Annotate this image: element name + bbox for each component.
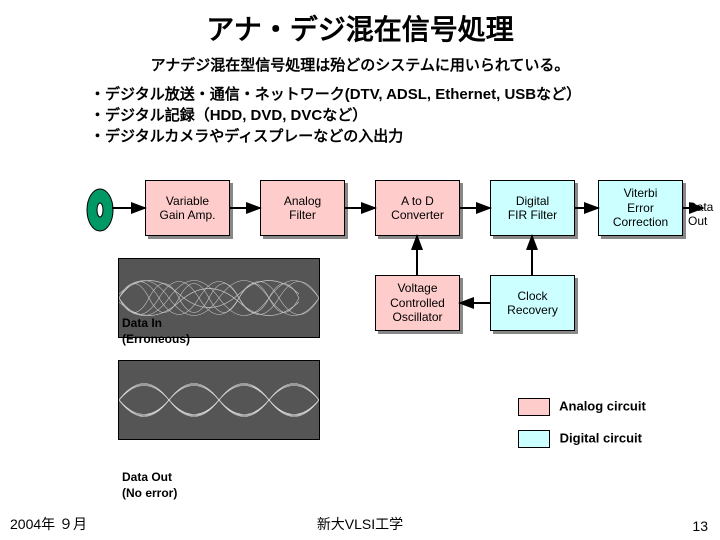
block-viterbi: Viterbi Error Correction	[598, 180, 683, 236]
eye-diagram-noerror	[118, 360, 320, 440]
bullet-item: ・デジタル放送・通信・ネットワーク(DTV, ADSL, Ethernet, U…	[90, 83, 720, 104]
legend-digital: Digital circuit	[518, 430, 642, 448]
data-out-label: Data Out	[688, 200, 713, 229]
block-label: Error	[627, 201, 654, 215]
block-label: Voltage	[397, 281, 437, 295]
eye-label-top: Data In (Erroneous)	[122, 316, 190, 347]
block-label: Correction	[613, 215, 668, 229]
text: Data In	[122, 316, 162, 330]
text: (No error)	[122, 486, 177, 500]
page-title: アナ・デジ混在信号処理	[0, 0, 720, 48]
block-adc: A to D Converter	[375, 180, 460, 236]
block-label: Viterbi	[624, 186, 658, 200]
arrows	[0, 0, 720, 540]
bullet-list: ・デジタル放送・通信・ネットワーク(DTV, ADSL, Ethernet, U…	[90, 83, 720, 146]
footer-title: 新大VLSI工学	[0, 514, 720, 534]
block-label: Controlled	[390, 296, 445, 310]
block-label: FIR Filter	[508, 208, 557, 222]
legend-swatch	[518, 430, 550, 448]
bullet-item: ・デジタル記録（HDD, DVD, DVCなど）	[90, 104, 720, 125]
block-label: Variable	[166, 194, 209, 208]
block-label: Converter	[391, 208, 444, 222]
eye-label-bottom: Data Out (No error)	[122, 470, 177, 501]
block-label: Recovery	[507, 303, 558, 317]
block-clock-recovery: Clock Recovery	[490, 275, 575, 331]
block-label: A to D	[401, 194, 434, 208]
legend-label: Digital circuit	[560, 430, 642, 445]
subtitle: アナデジ混在型信号処理は殆どのシステムに用いられている。	[0, 54, 720, 75]
block-label: Clock	[517, 289, 547, 303]
block-fir-filter: Digital FIR Filter	[490, 180, 575, 236]
antenna-icon	[86, 188, 122, 238]
text: (Erroneous)	[122, 332, 190, 346]
block-vco: Voltage Controlled Oscillator	[375, 275, 460, 331]
block-analog-filter: Analog Filter	[260, 180, 345, 236]
block-label: Filter	[289, 208, 316, 222]
block-label: Analog	[284, 194, 321, 208]
text: Data Out	[122, 470, 172, 484]
bullet-item: ・デジタルカメラやディスプレーなどの入出力	[90, 125, 720, 146]
legend-label: Analog circuit	[559, 398, 646, 413]
block-label: Digital	[516, 194, 549, 208]
block-variable-gain-amp: Variable Gain Amp.	[145, 180, 230, 236]
text: Out	[688, 214, 707, 228]
footer-page: 13	[692, 518, 708, 534]
block-label: Oscillator	[392, 310, 442, 324]
legend-analog: Analog circuit	[518, 398, 646, 416]
text: Data	[688, 200, 713, 214]
legend-swatch	[518, 398, 550, 416]
block-label: Gain Amp.	[159, 208, 215, 222]
